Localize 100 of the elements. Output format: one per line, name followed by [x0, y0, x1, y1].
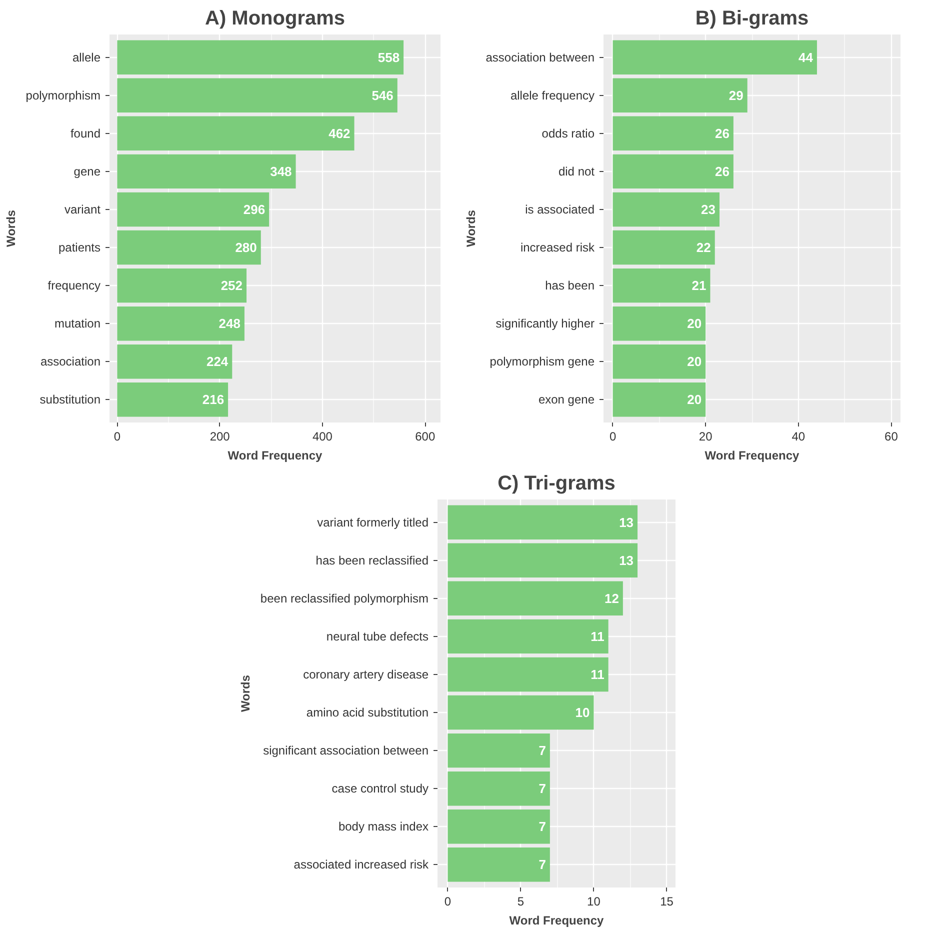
- bar: [448, 619, 608, 654]
- y-tick-label: variant formerly titled: [317, 515, 429, 530]
- bar: [448, 581, 623, 616]
- y-tick-label: significant association between: [263, 744, 429, 758]
- data-label: 558: [378, 50, 400, 65]
- data-label: 20: [687, 316, 702, 332]
- data-label: 13: [619, 514, 634, 530]
- y-tick-label: did not: [558, 164, 596, 178]
- data-label: 7: [538, 743, 546, 758]
- bar: [612, 78, 748, 112]
- bar: [448, 505, 638, 540]
- y-axis-title: Words: [4, 210, 18, 248]
- y-tick-label: association between: [486, 50, 595, 64]
- data-label: 13: [619, 552, 634, 568]
- x-tick-label: 5: [517, 894, 524, 908]
- bar: [448, 657, 608, 692]
- bar: [117, 192, 270, 227]
- bar: [117, 344, 232, 379]
- y-tick-label: substitution: [40, 392, 100, 407]
- y-tick-label: odds ratio: [542, 126, 595, 140]
- y-tick-label: frequency: [48, 278, 101, 293]
- y-tick-label: exon gene: [538, 392, 595, 407]
- bar: [117, 306, 244, 341]
- x-tick-label: 600: [415, 430, 436, 444]
- y-tick-label: has been: [545, 278, 595, 293]
- data-label: 29: [728, 88, 744, 103]
- y-tick-label: been reclassified polymorphism: [260, 591, 429, 606]
- x-tick-label: 200: [210, 430, 230, 444]
- bar: [117, 40, 404, 74]
- y-tick-label: significantly higher: [496, 316, 595, 331]
- data-label: 216: [202, 392, 224, 408]
- y-tick-label: amino acid substitution: [306, 706, 429, 720]
- data-label: 11: [590, 666, 604, 682]
- bar: [448, 810, 550, 844]
- data-label: 348: [270, 164, 292, 179]
- y-tick-label: polymorphism gene: [490, 354, 595, 369]
- data-label: 26: [714, 164, 730, 179]
- y-tick-label: associated increased risk: [294, 858, 430, 872]
- data-label: 22: [696, 240, 711, 256]
- bar: [448, 543, 638, 578]
- bar: [117, 154, 296, 189]
- bar: [117, 78, 398, 112]
- x-tick-label: 0: [114, 430, 121, 444]
- data-label: 23: [701, 202, 716, 217]
- bar: [612, 230, 715, 265]
- bar: [117, 382, 228, 417]
- x-tick-label: 15: [660, 894, 674, 908]
- data-label: 248: [218, 316, 240, 332]
- bar: [612, 192, 720, 227]
- bar: [612, 154, 734, 189]
- data-label: 462: [328, 126, 350, 141]
- x-axis-title: Word Frequency: [228, 448, 323, 462]
- bar: [448, 771, 550, 806]
- data-label: 7: [538, 819, 546, 834]
- bar: [448, 848, 550, 882]
- data-label: 546: [372, 88, 394, 103]
- bar: [117, 268, 247, 303]
- chart-title: B) Bi-grams: [695, 8, 809, 30]
- x-tick-label: 400: [312, 430, 333, 444]
- chart-title: C) Tri-grams: [498, 472, 616, 494]
- y-axis-title: Words: [238, 674, 252, 712]
- y-axis-title: Words: [464, 210, 478, 248]
- y-tick-label: is associated: [525, 202, 595, 216]
- y-tick-label: polymorphism: [26, 88, 101, 102]
- bar: [117, 230, 261, 265]
- data-label: 12: [604, 590, 619, 606]
- bar: [612, 116, 734, 151]
- y-tick-label: patients: [58, 240, 100, 255]
- y-tick-label: body mass index: [338, 820, 428, 834]
- data-label: 7: [538, 781, 546, 796]
- x-tick-label: 20: [698, 430, 713, 444]
- bar: [612, 382, 706, 417]
- bar: [117, 116, 354, 151]
- data-label: 224: [206, 354, 229, 370]
- bar: [612, 344, 706, 379]
- x-tick-label: 60: [884, 430, 898, 444]
- data-label: 20: [687, 392, 702, 408]
- y-tick-label: allele frequency: [510, 88, 595, 102]
- bar: [448, 695, 594, 730]
- y-tick-label: neural tube defects: [326, 629, 429, 644]
- y-tick-label: case control study: [332, 782, 429, 796]
- y-tick-label: coronary artery disease: [303, 667, 429, 682]
- x-axis-title: Word Frequency: [509, 914, 604, 928]
- x-axis-title: Word Frequency: [704, 448, 800, 462]
- x-tick-label: 0: [609, 430, 616, 444]
- y-tick-label: association: [40, 354, 101, 369]
- x-tick-label: 40: [792, 430, 806, 444]
- bar: [448, 733, 550, 768]
- y-tick-label: mutation: [54, 316, 101, 331]
- data-label: 7: [538, 857, 546, 872]
- bar: [612, 40, 817, 74]
- y-tick-label: increased risk: [520, 240, 596, 255]
- y-tick-label: gene: [74, 164, 101, 178]
- bar: [612, 306, 706, 341]
- data-label: 20: [687, 354, 702, 370]
- bar: [612, 268, 710, 303]
- data-label: 10: [575, 705, 590, 720]
- data-label: 11: [590, 628, 604, 644]
- data-label: 26: [714, 126, 730, 141]
- chart-title: A) Monograms: [205, 8, 345, 30]
